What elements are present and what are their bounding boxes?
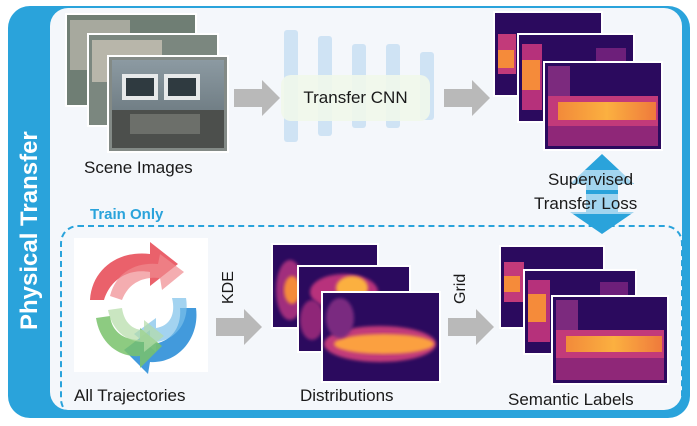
semantic-labels-label: Semantic Labels bbox=[508, 390, 634, 409]
train-only-region bbox=[60, 225, 683, 417]
grid-label: Grid bbox=[452, 273, 469, 304]
arrow-cnn-to-maps bbox=[444, 80, 490, 116]
predicted-map-3 bbox=[543, 61, 663, 151]
supervised-label: Supervised bbox=[548, 170, 634, 190]
train-only-label: Train Only bbox=[90, 206, 164, 223]
arrow-kde bbox=[216, 309, 262, 345]
arrow-grid bbox=[448, 309, 494, 345]
transfer-cnn-box: Transfer CNN bbox=[281, 75, 430, 121]
all-trajectories-label: All Trajectories bbox=[74, 386, 186, 405]
distributions-label: Distributions bbox=[300, 386, 394, 405]
scene-image-3 bbox=[107, 55, 229, 153]
transfer-cnn-label: Transfer CNN bbox=[303, 88, 408, 107]
scene-images-label: Scene Images bbox=[84, 158, 193, 177]
trajectory-cycle-icon bbox=[74, 238, 208, 374]
arrow-scene-to-cnn bbox=[234, 80, 280, 116]
kde-label: KDE bbox=[220, 271, 237, 304]
semantic-map-3 bbox=[551, 295, 669, 385]
transfer-loss-label: Transfer Loss bbox=[534, 194, 638, 214]
distribution-map-3 bbox=[321, 291, 441, 383]
